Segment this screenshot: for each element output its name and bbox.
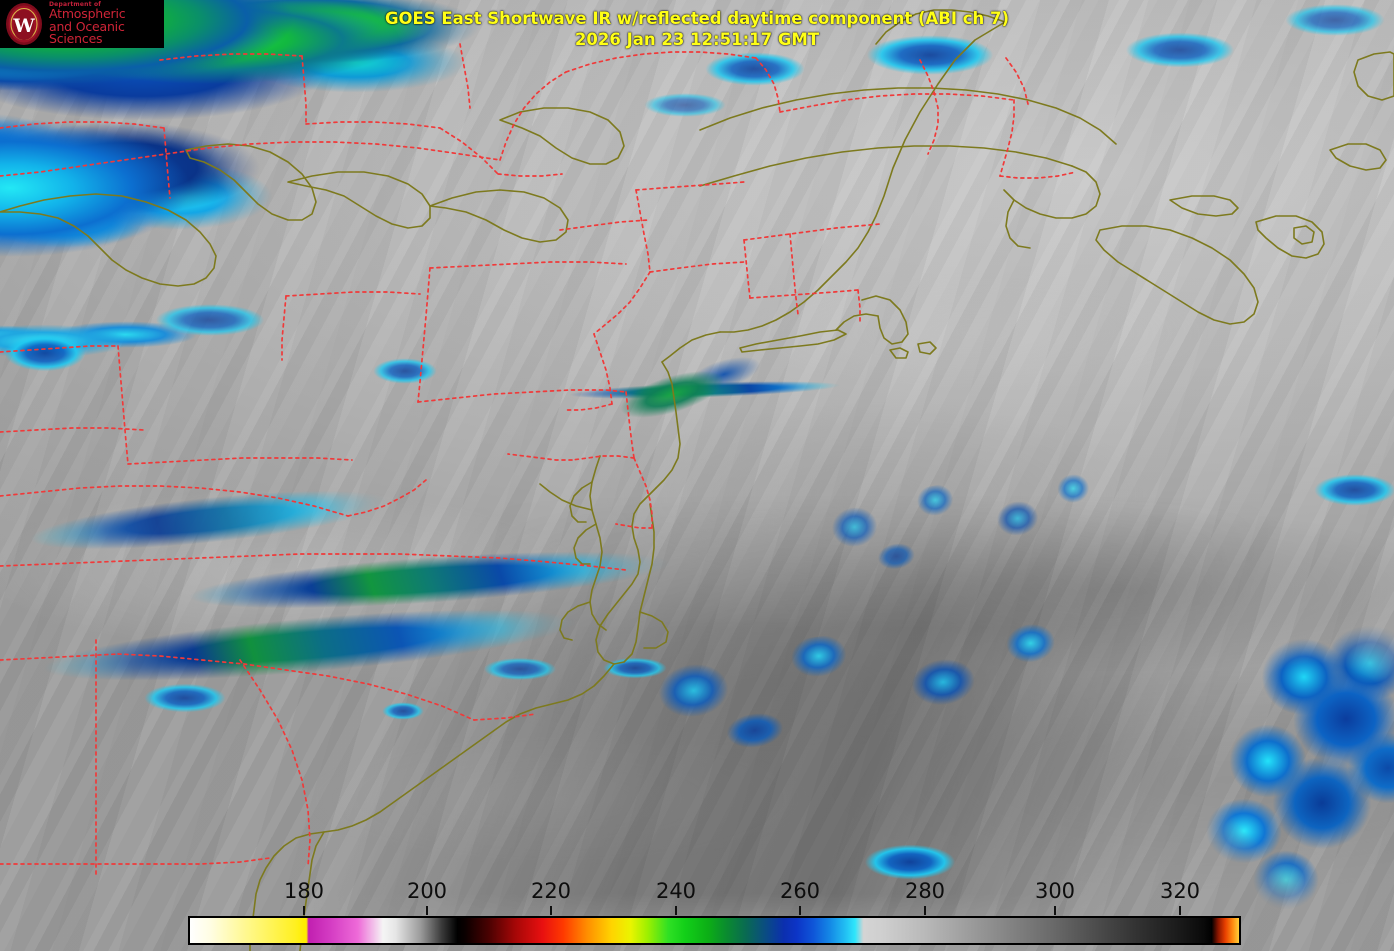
cold-cloud-blob [1280,0,1390,40]
cold-cloud-blob [1120,28,1240,72]
colorbar-tick-mark [550,906,552,915]
colorbar-tick-labels: 180 200 220 240 260 280 300 320 [0,880,1394,916]
logo-line-2: and Oceanic Sciences [49,18,125,47]
colorbar-tick-mark [675,906,677,915]
colorbar-tick-mark [303,906,305,915]
colorbar-tick-label: 300 [1034,879,1076,903]
colorbar-tick-mark [924,906,926,915]
colorbar-tick-mark [1179,906,1181,915]
cold-cloud-blob [1310,470,1394,510]
cold-cloud-blob [860,840,960,884]
coastline-group [0,9,1394,951]
cold-cloud-blob [150,300,270,340]
political-border-group [0,43,1077,879]
colorbar-tick-label: 180 [283,879,325,903]
uw-crest-icon: W [6,3,42,45]
uw-madison-aos-logo: W Department of Atmospheric and Oceanic … [0,0,164,48]
cold-cloud-blob [700,48,810,90]
colorbar-tick-mark [426,906,428,915]
colorbar-tick-mark [1054,906,1056,915]
cold-cloud-blob [480,655,560,683]
cold-cloud-blob [0,330,90,376]
svg-text:W: W [12,15,35,37]
colorbar-tick-mark [799,906,801,915]
colorbar-tick-label: 220 [530,879,572,903]
colorbar-tick-label: 240 [655,879,697,903]
logo-line-1: Atmospheric [49,5,126,21]
colorbar-tick-label: 280 [904,879,946,903]
cold-cloud-blob [140,680,230,716]
cold-cloud-convective-cluster-offshore [1130,600,1394,950]
colorbar-gradient-bar [188,916,1241,945]
colorbar-tick-label: 260 [779,879,821,903]
cold-cloud-blob [370,355,440,387]
colorbar-tick-label: 320 [1159,879,1201,903]
cold-cloud-blob [380,700,426,722]
logo-dept-prefix: Department of [49,0,102,8]
cold-cloud-blob [640,90,730,120]
colorbar-tick-label: 200 [406,879,448,903]
colorbar: 180 200 220 240 260 280 300 320 [0,880,1394,951]
